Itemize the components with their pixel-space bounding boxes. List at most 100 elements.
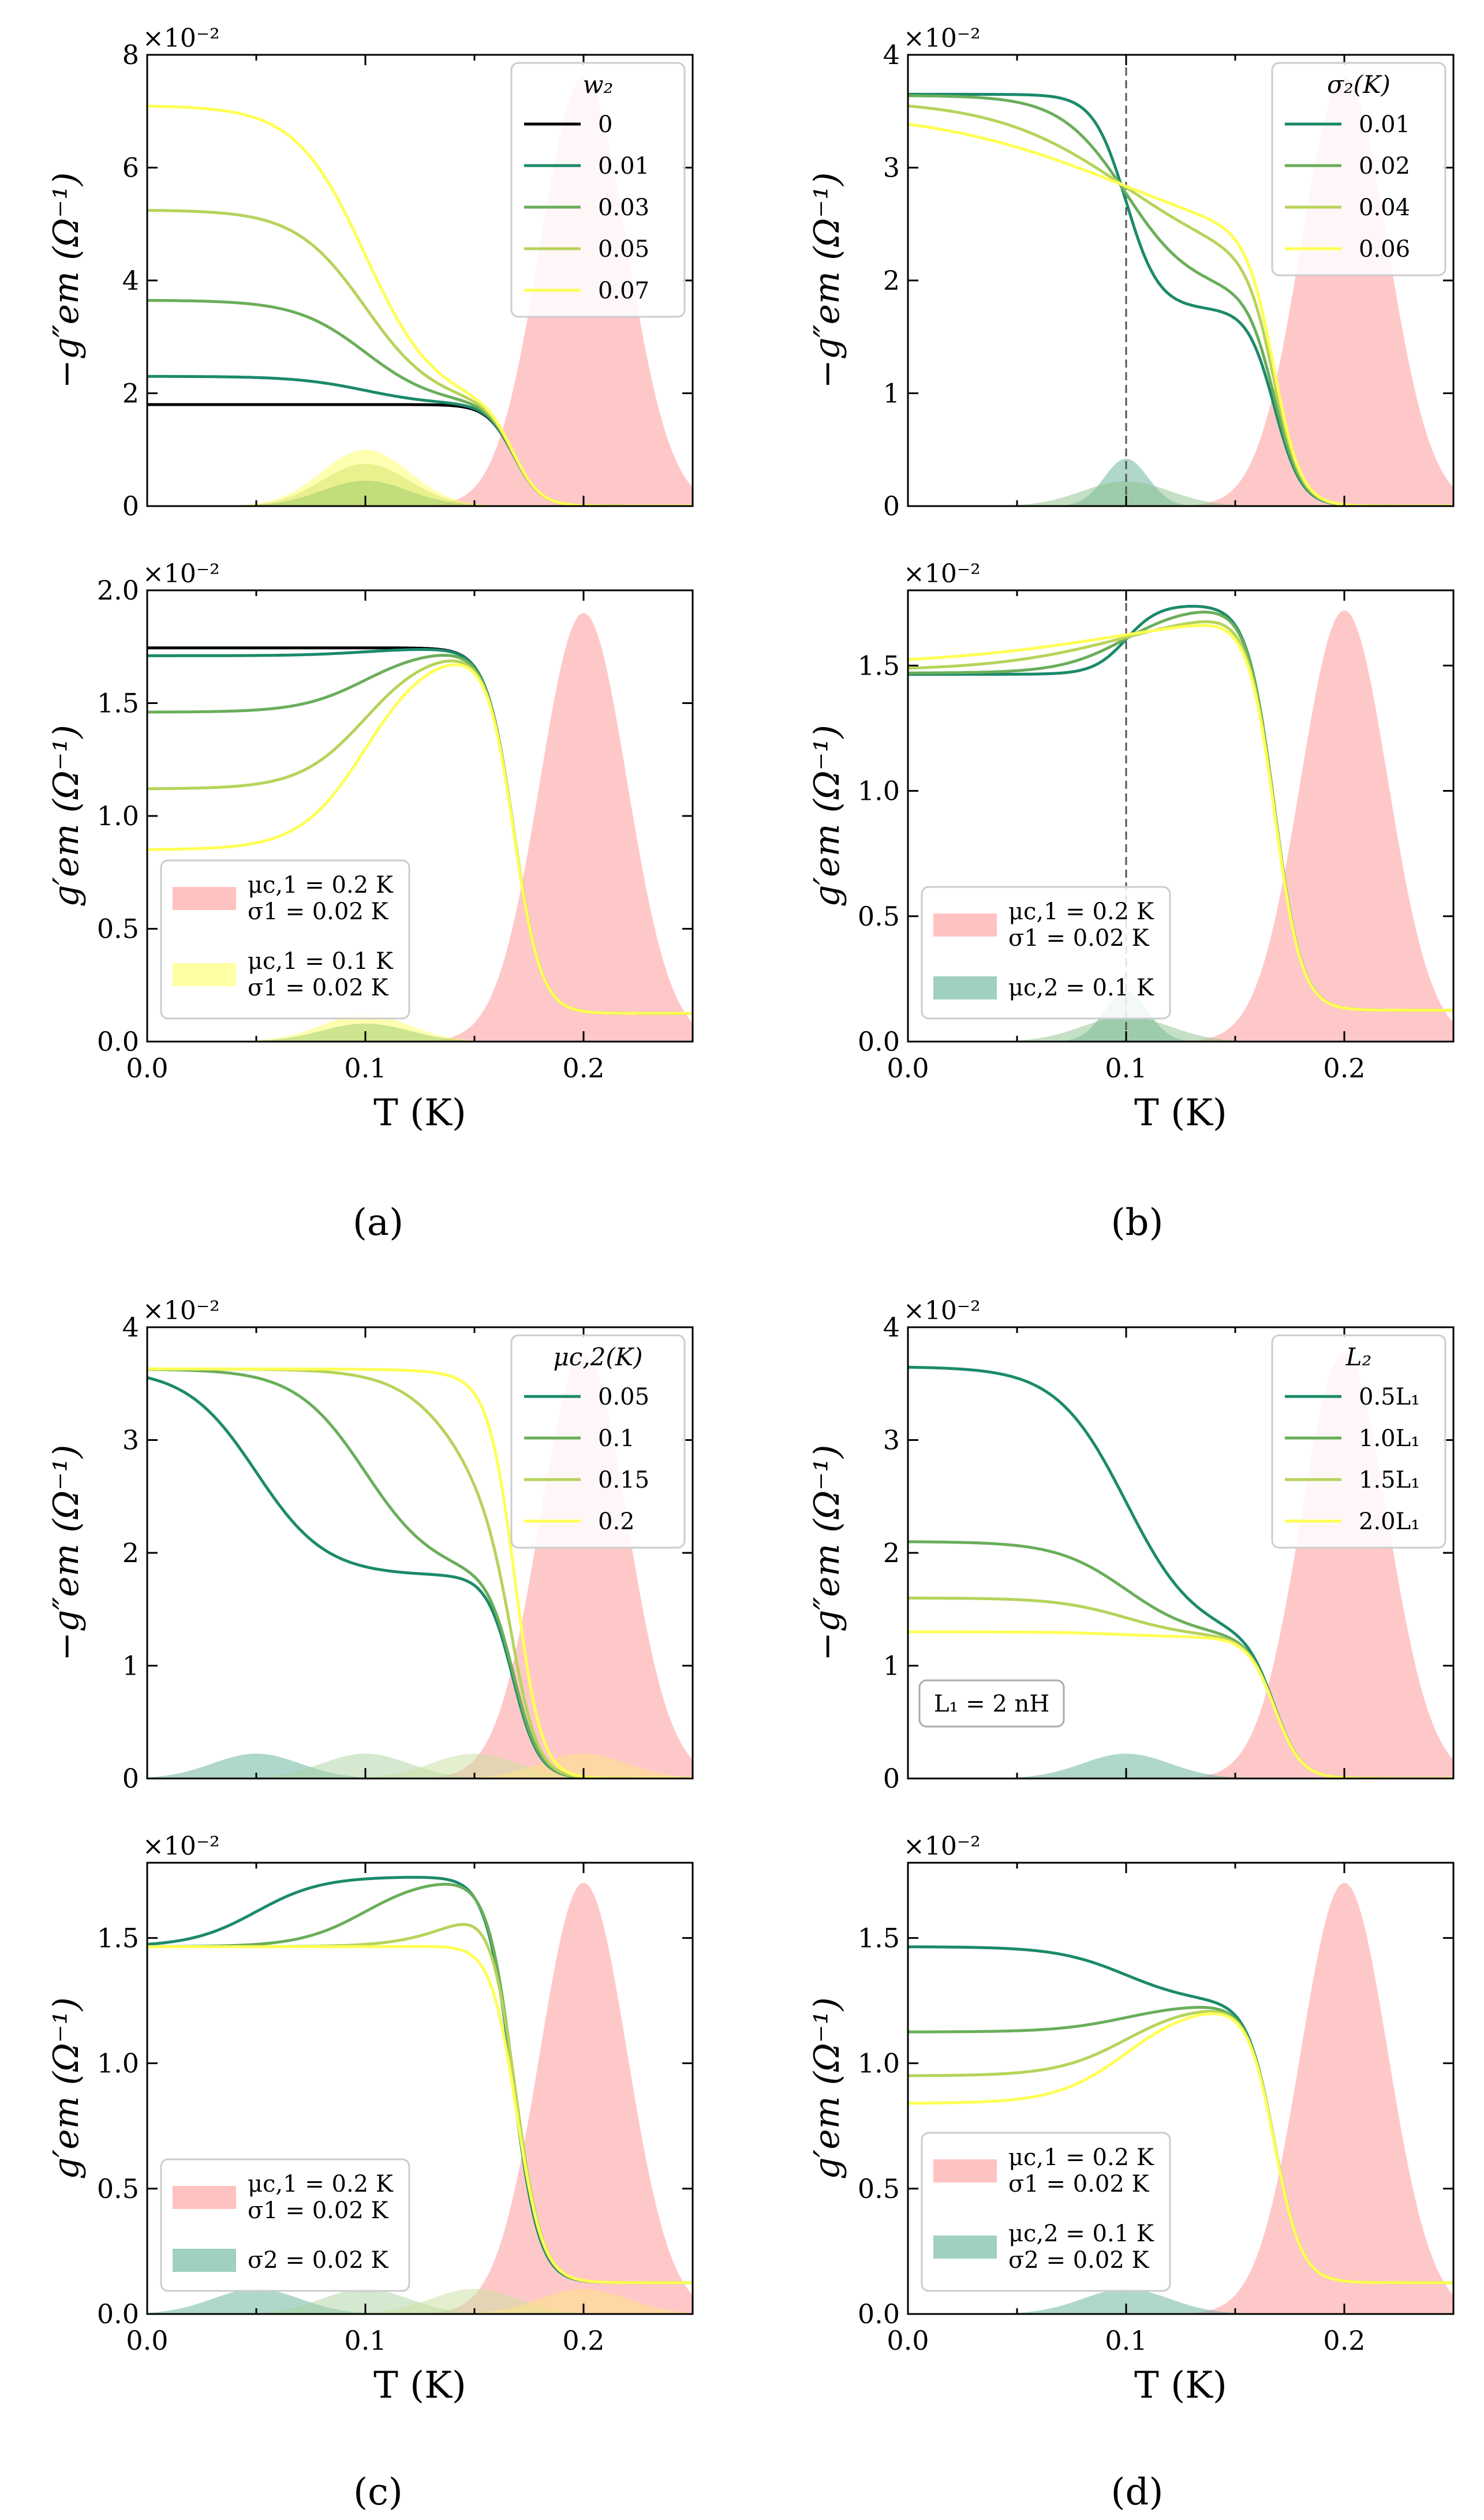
legend: μc,1 = 0.2 Kσ1 = 0.02 K μc,2 = 0.1 K [921, 886, 1171, 1020]
legend-label: σ1 = 0.02 K [1008, 2171, 1149, 2197]
chart-b-bottom: 0.0 0.5 1.0 1.5 0.0 0.1 0.2 T (K) ×10⁻² g′em (Ω⁻¹… [807, 559, 1455, 1134]
distribution-fill [147, 1754, 693, 1778]
y-tick-label: 1.5 [858, 1922, 900, 1953]
x-tick-label: 0.2 [1323, 1053, 1365, 1084]
distribution-fill [147, 1023, 693, 1042]
x-tick-label: 0.0 [887, 2325, 929, 2356]
distribution-fill [147, 481, 693, 506]
y-tick-label: 4 [122, 265, 139, 296]
y-tick-label: 2 [122, 378, 139, 409]
legend-label: σ1 = 0.02 K [248, 975, 388, 1001]
caption-a: (a) [353, 1201, 403, 1244]
distribution-fill [908, 1754, 1453, 1778]
distribution-fill [147, 2289, 693, 2314]
y-tick-label: 2.0 [97, 575, 139, 606]
legend: μc,2(K) 0.05 0.1 0.15 0.2 [510, 1334, 686, 1549]
x-axis-label: T (K) [373, 2364, 466, 2407]
series-line-0.07 [147, 663, 693, 1015]
y-tick-label: 3 [122, 1425, 139, 1456]
legend-box [1271, 62, 1446, 276]
y-tick-label: 1.0 [858, 2048, 900, 2079]
y-axis-label: −g″em (Ω⁻¹) [46, 173, 87, 389]
chart-b-top: 0 1 2 3 4×10⁻² −g″em (Ω⁻¹) σ₂(K) 0.01 0.02 0.04 0.… [807, 24, 1455, 522]
legend-label: 0.5L₁ [1359, 1384, 1420, 1410]
legend-swatch [933, 976, 997, 999]
y-tick-label: 0.0 [858, 2298, 900, 2330]
y-tick-label: 3 [883, 1425, 900, 1456]
legend-label: μc,1 = 0.2 K [248, 872, 394, 898]
x-tick-label: 0.0 [126, 1053, 168, 1084]
legend-label: 0.05 [598, 236, 649, 263]
x-axis-label: T (K) [1134, 2364, 1227, 2407]
legend-label: μc,1 = 0.2 K [248, 2171, 394, 2197]
x-axis-label: T (K) [1134, 1092, 1227, 1134]
y-tick-label: 8 [122, 39, 139, 70]
y-tick-label: 0 [122, 490, 139, 522]
legend-label: 0 [598, 111, 612, 138]
legend-swatch [173, 887, 236, 910]
axis-multiplier: ×10⁻² [143, 1832, 220, 1861]
distribution-fill [908, 1882, 1453, 2314]
annotation-text: L₁ = 2 nH [934, 1691, 1049, 1717]
legend: w₂ 0 0.01 0.03 0.05 0.07 [510, 62, 686, 318]
legend-label: 0.06 [1359, 236, 1410, 263]
y-tick-label: 6 [122, 152, 139, 184]
distribution-fill [908, 481, 1453, 506]
x-tick-label: 0.1 [1105, 2325, 1147, 2356]
legend: μc,1 = 0.2 Kσ1 = 0.02 K μc,2 = 0.1 Kσ2 = … [921, 2132, 1171, 2292]
legend-label: σ1 = 0.02 K [248, 2197, 388, 2224]
legend-swatch [173, 2186, 236, 2209]
y-tick-label: 1 [883, 378, 900, 409]
y-axis-label: g′em (Ω⁻¹) [46, 725, 87, 907]
y-tick-label: 1 [883, 1650, 900, 1682]
y-tick-label: 0 [122, 1763, 139, 1794]
legend-label: σ2 = 0.02 K [248, 2247, 388, 2274]
distribution-fill [147, 2289, 693, 2314]
legend-label: σ2 = 0.02 K [1008, 2247, 1149, 2274]
legend-swatch [933, 2236, 997, 2259]
caption-c: (c) [353, 2471, 403, 2514]
legend-label: 1.5L₁ [1359, 1467, 1420, 1493]
axis-multiplier: ×10⁻² [143, 24, 220, 53]
caption-b-label: (b) [1111, 1201, 1164, 1244]
legend-label: 0.01 [598, 153, 649, 179]
legend-swatch [933, 2159, 997, 2182]
legend-title: L₂ [1345, 1343, 1372, 1371]
y-tick-label: 1.0 [858, 776, 900, 807]
x-tick-label: 0.2 [1323, 2325, 1365, 2356]
y-tick-label: 1.0 [97, 2048, 139, 2079]
axis-multiplier: ×10⁻² [143, 559, 220, 589]
legend-label: μc,1 = 0.1 K [248, 948, 394, 975]
axes-frame [907, 1862, 1455, 2315]
x-tick-label: 0.1 [344, 1053, 386, 1084]
axis-multiplier: ×10⁻² [903, 1296, 981, 1325]
series-line-2.0L₁ [908, 2012, 1453, 2285]
y-tick-label: 4 [883, 1312, 900, 1343]
y-tick-label: 0.5 [858, 901, 900, 932]
x-tick-label: 0.0 [887, 1053, 929, 1084]
legend-label: 0.2 [598, 1508, 635, 1535]
legend-label: 0.04 [1359, 194, 1410, 221]
y-tick-label: 0.0 [97, 2298, 139, 2330]
legend: μc,1 = 0.2 Kσ1 = 0.02 K σ2 = 0.02 K [160, 2158, 410, 2292]
caption-c-label: (c) [353, 2471, 403, 2514]
y-axis-label: g′em (Ω⁻¹) [807, 1997, 847, 2180]
y-tick-label: 1 [122, 1650, 139, 1682]
y-tick-label: 3 [883, 152, 900, 184]
legend-title: w₂ [583, 70, 614, 99]
legend-label: 0.03 [598, 194, 649, 221]
annotation-box [918, 1679, 1065, 1728]
axis-multiplier: ×10⁻² [903, 24, 981, 53]
x-tick-label: 0.0 [126, 2325, 168, 2356]
plot-area [147, 590, 693, 1042]
y-tick-label: 0 [883, 1763, 900, 1794]
legend: L₂ 0.5L₁ 1.0L₁ 1.5L₁ 2.0L₁ [1271, 1334, 1446, 1549]
legend-label: μc,1 = 0.2 K [1008, 2144, 1154, 2171]
y-axis-label: g′em (Ω⁻¹) [807, 725, 847, 907]
legend-label: 2.0L₁ [1359, 1508, 1420, 1535]
caption-a-label: (a) [353, 1201, 403, 1244]
chart-d-bottom: 0.0 0.5 1.0 1.5 0.0 0.1 0.2 T (K) ×10⁻² g′em (Ω⁻¹… [807, 1832, 1455, 2407]
y-tick-label: 2 [883, 265, 900, 296]
x-axis-label: T (K) [373, 1092, 466, 1134]
